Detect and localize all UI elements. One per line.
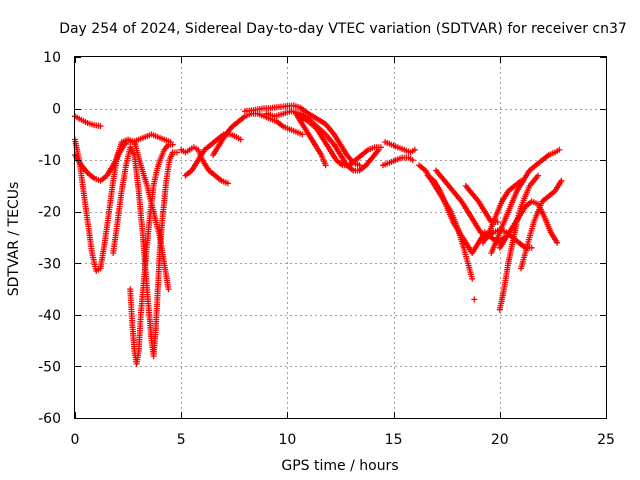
point-markers <box>471 296 478 303</box>
series-arc-m <box>382 139 418 156</box>
data-points <box>72 102 565 367</box>
y-tick-label: -40 <box>38 308 61 324</box>
series-arc-h <box>210 110 306 158</box>
point-markers <box>210 110 306 158</box>
x-tick-label: 10 <box>278 432 296 448</box>
point-markers <box>496 198 561 251</box>
x-axis-label: GPS time / hours <box>281 458 398 474</box>
point-markers <box>72 113 104 130</box>
point-markers <box>292 110 329 169</box>
axis-ticks: 0 5 10 15 20 25 10 0 -10 -20 -30 -40 -50 -60 <box>38 50 615 448</box>
series-arc-e <box>127 141 176 367</box>
chart-title: Day 254 of 2024, Sidereal Day-to-day VTE… <box>59 21 627 37</box>
y-axis-label: SDTVAR / TECUs <box>6 182 22 297</box>
y-tick-label: -30 <box>38 256 61 272</box>
point-markers <box>72 136 172 293</box>
point-markers <box>424 172 507 256</box>
series-arc-l <box>292 110 329 169</box>
series-arc-a <box>72 113 104 130</box>
y-tick-label: -20 <box>38 205 61 221</box>
series-arc-q <box>433 167 535 251</box>
series-arc-w <box>518 177 565 272</box>
series-arc-u <box>488 146 563 256</box>
series-arc-k <box>297 113 384 169</box>
x-tick-label: 0 <box>71 432 80 448</box>
point-markers <box>380 154 416 169</box>
point-markers <box>241 102 363 169</box>
point-markers <box>127 141 176 367</box>
y-tick-label: -10 <box>38 153 61 169</box>
x-tick-label: 20 <box>491 432 509 448</box>
series-arc-v <box>479 177 524 246</box>
x-tick-label: 5 <box>177 432 186 448</box>
y-tick-label: -50 <box>38 359 61 375</box>
grid-lines <box>75 57 606 418</box>
y-tick-label: -60 <box>38 411 61 427</box>
series-arc-n <box>380 154 416 169</box>
y-tick-label: 0 <box>52 102 61 118</box>
series-arc-p <box>424 172 507 256</box>
point-markers <box>518 177 565 272</box>
point-markers <box>433 167 535 251</box>
point-markers <box>297 113 384 169</box>
point-markers <box>479 177 524 246</box>
series-arc-b <box>72 136 172 293</box>
y-tick-label: 10 <box>43 50 61 66</box>
point-markers <box>382 139 418 156</box>
x-tick-label: 25 <box>597 432 615 448</box>
series-arc-x <box>496 198 561 251</box>
x-tick-label: 15 <box>385 432 403 448</box>
series-arc-i <box>241 102 363 169</box>
plot-frame <box>74 56 607 419</box>
point-markers <box>488 146 563 256</box>
series-arc-s <box>471 296 478 303</box>
